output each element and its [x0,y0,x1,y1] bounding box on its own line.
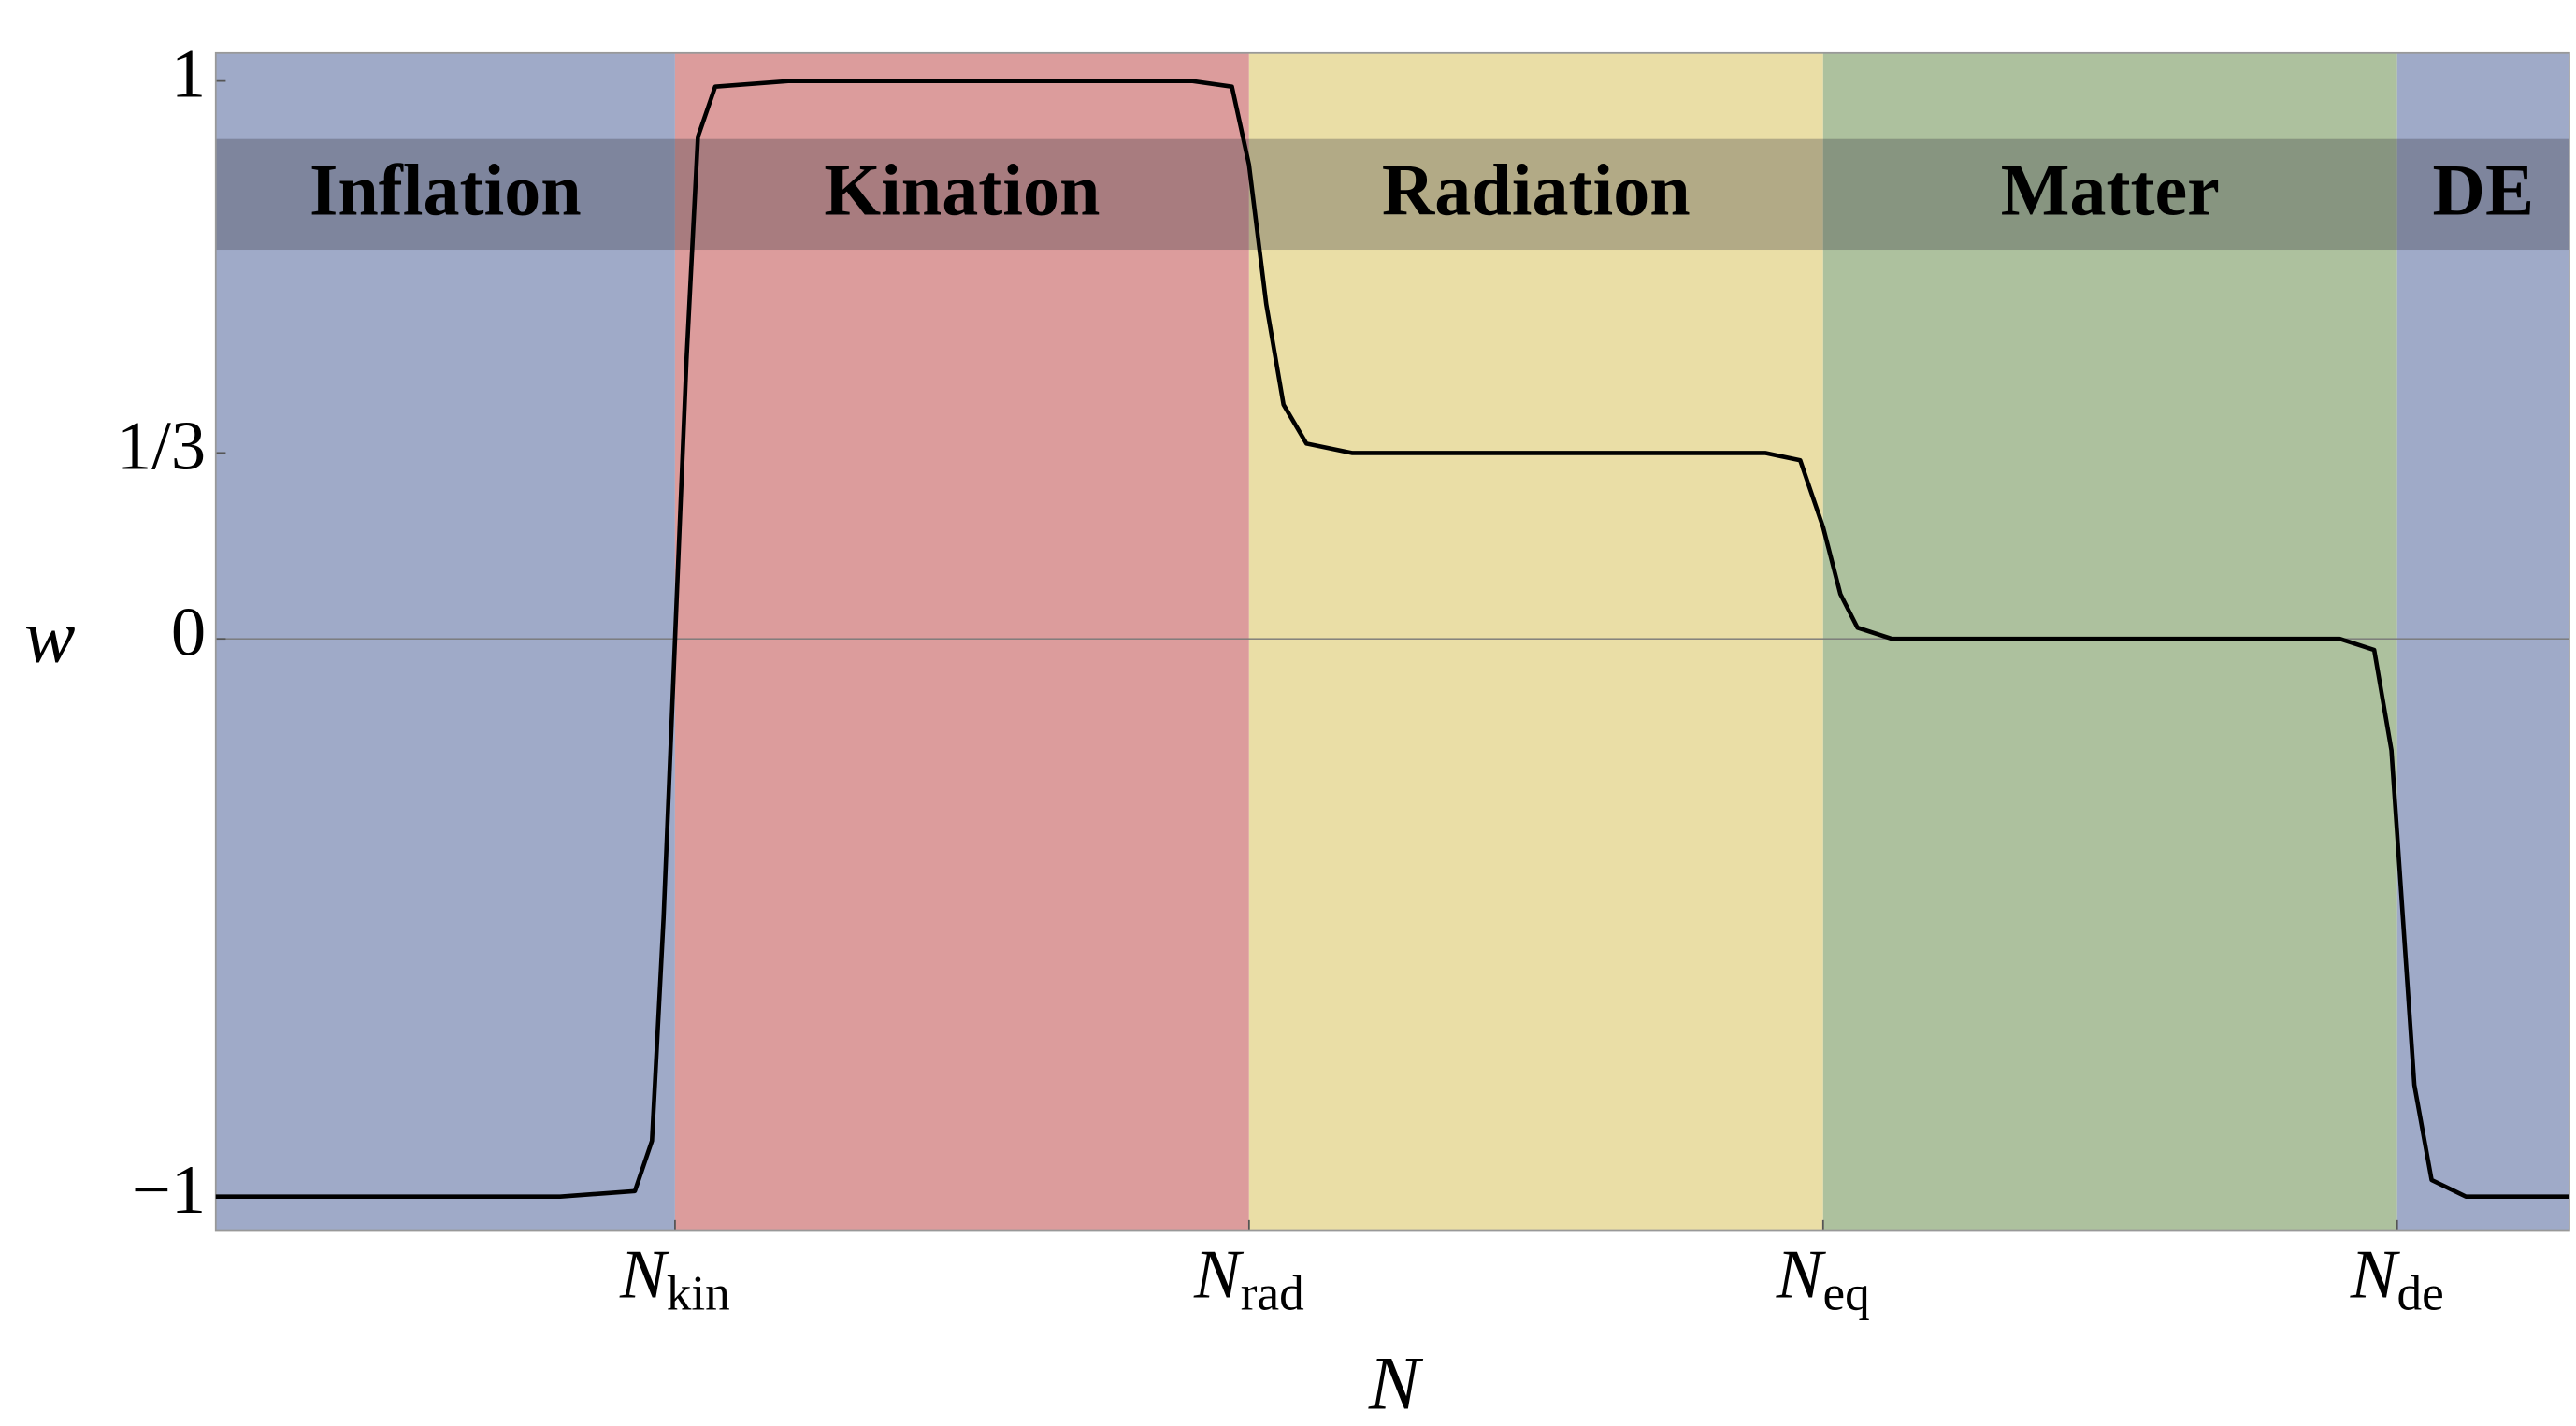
region-band [1248,52,1823,1231]
y-axis-label: w [24,594,75,679]
x-axis-label: N [1368,1340,1424,1425]
y-tick-label: −1 [132,1152,206,1229]
region-label: Radiation [1382,149,1691,230]
plot-frame [214,51,2570,1232]
x-tick-sub: rad [1241,1266,1304,1321]
w-curve [215,79,2569,1199]
label-strip [215,138,2569,251]
x-tick-sub: eq [1823,1266,1870,1321]
x-tick-label: Nrad [1193,1237,1304,1321]
x-tick-main: N [1776,1237,1827,1314]
x-tick-sub: de [2396,1266,2443,1321]
region-band [215,52,675,1231]
region-label: DE [2433,149,2534,230]
region-band [1822,52,2397,1231]
x-tick-sub: kin [667,1266,730,1321]
region-band [674,52,1249,1231]
y-tick-label: 1 [171,36,206,113]
x-tick-label: Nde [2350,1237,2444,1321]
x-tick-main: N [2350,1237,2401,1314]
x-tick-main: N [1193,1237,1245,1314]
region-band [2396,52,2569,1231]
region-label: Inflation [309,149,582,230]
x-tick-label: Neq [1776,1237,1870,1321]
y-tick-label: 1/3 [117,408,206,484]
y-tick-label: 0 [171,594,206,670]
region-label: Kination [824,149,1100,230]
x-tick-main: N [619,1237,670,1314]
region-label: Matter [2001,149,2220,230]
x-tick-label: Nkin [619,1237,730,1321]
